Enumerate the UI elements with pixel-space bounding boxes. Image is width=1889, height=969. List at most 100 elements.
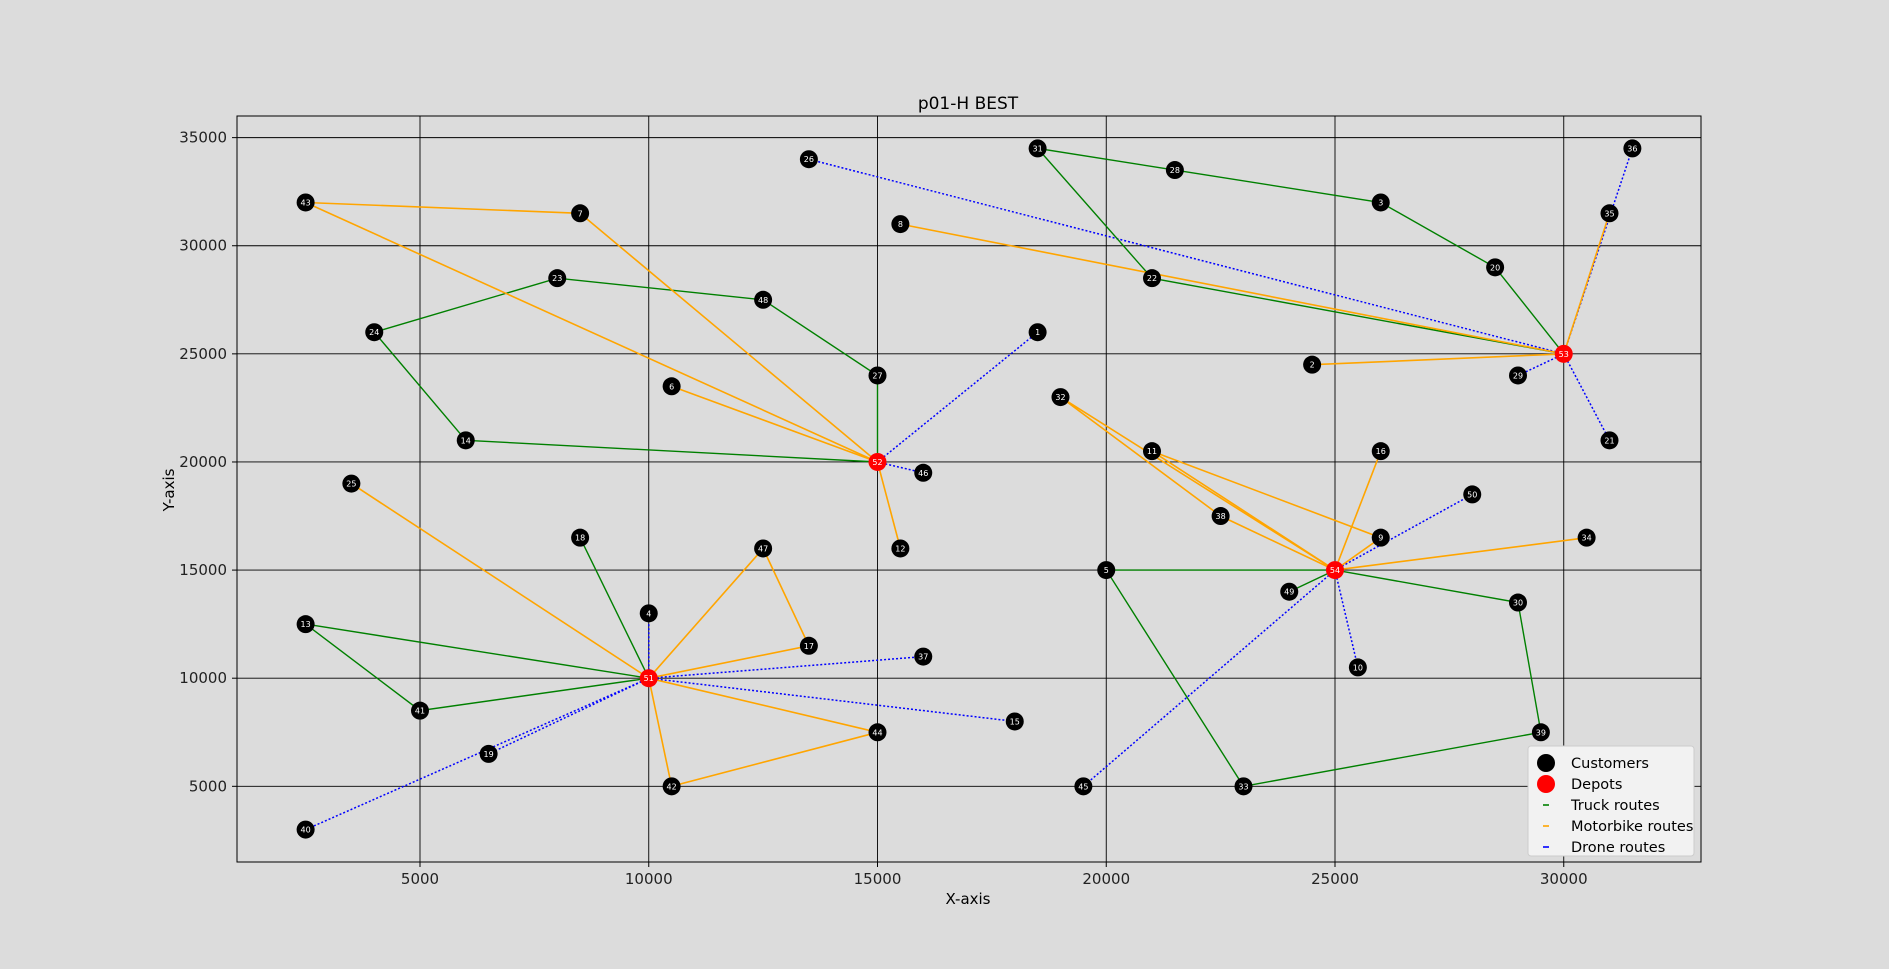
customer-label: 10 [1353,663,1363,672]
customer-label: 18 [575,534,585,543]
customer-marker [1600,204,1619,223]
customer-marker [1005,712,1024,731]
customer-label: 30 [1513,599,1523,608]
drone-route [1563,353,1611,441]
customer-label: 13 [301,620,311,629]
customer-node: 18 [571,528,590,547]
customer-node: 44 [868,723,887,742]
customer-label: 12 [895,544,905,553]
y-tick-label: 20000 [179,453,227,471]
customer-marker [799,636,818,655]
legend-entry-drone: Drone routes [1543,840,1665,856]
legend-label: Depots [1571,777,1622,793]
customer-marker [571,528,590,547]
legend-entry-motorbike: Motorbike routes [1543,819,1693,835]
customer-marker [1600,431,1619,450]
customer-label: 38 [1216,512,1226,521]
y-tick-label: 10000 [179,669,227,687]
customer-node: 41 [411,701,429,720]
customer-label: 6 [669,382,674,391]
drone-route [1082,569,1336,787]
customer-marker [1097,561,1116,580]
customer-node: 6 [662,377,681,396]
customer-label: 28 [1170,166,1180,175]
customer-label: 4 [646,609,651,618]
customer-marker [1165,161,1184,180]
drone-route [305,677,650,831]
depot-marker [868,452,887,471]
depot-marker [639,669,658,688]
y-tick-label: 35000 [179,129,227,147]
customer-node: 47 [754,539,773,558]
customer-marker [754,539,773,558]
legend-label: Truck routes [1570,798,1660,814]
customer-marker [639,604,658,623]
customer-marker [1211,507,1230,526]
customer-node: 37 [914,647,933,666]
truck-route [305,623,649,712]
customer-node: 46 [914,463,933,482]
customer-label: 11 [1147,447,1157,456]
customer-label: 1 [1035,328,1040,337]
customer-node: 15 [1005,712,1024,731]
legend-label: Motorbike routes [1571,819,1693,835]
motorbike-route [1060,396,1336,571]
customer-label: 29 [1513,371,1523,380]
customer-marker [1143,269,1161,288]
customer-marker [548,269,567,288]
motorbike-route [1334,536,1587,571]
customer-marker [1303,355,1322,374]
customer-marker [891,215,910,234]
customer-marker [754,290,773,309]
motorbike-route [1151,450,1383,571]
x-tick-label: 25000 [1311,870,1359,888]
customer-node: 45 [1074,777,1093,796]
customer-label: 33 [1238,782,1248,791]
customer-label: 15 [1010,717,1020,726]
y-tick-label: 30000 [179,237,227,255]
customer-node: 35 [1600,204,1619,223]
motorbike-route [876,461,902,549]
customer-label: 37 [918,653,928,662]
drone-route [648,677,1015,723]
motorbike-route [1312,353,1564,366]
customer-label: 32 [1055,393,1065,402]
depot-label: 54 [1330,566,1340,575]
motorbike-route [900,223,1564,355]
customer-node: 34 [1577,528,1596,547]
customer-label: 19 [484,750,494,759]
customer-node: 36 [1623,139,1642,158]
plot-frame [236,115,1702,863]
customer-marker [365,323,384,342]
motorbike-route [1563,213,1611,355]
customer-label: 39 [1536,728,1546,737]
depot-label: 52 [872,458,882,467]
customer-marker [1028,139,1047,158]
customer-label: 41 [415,707,425,716]
depot-node: 54 [1326,561,1344,580]
customer-label: 21 [1604,436,1614,445]
motorbike-route [671,385,878,463]
customer-label: 3 [1378,198,1383,207]
customer-marker [1486,258,1505,277]
y-axis-title: Y-axis [160,468,178,512]
customer-marker [1371,193,1390,212]
legend-label: Customers [1571,756,1649,772]
customer-node: 27 [868,366,887,385]
motorbike-route [1334,450,1382,571]
customer-label: 14 [461,436,471,445]
customer-node: 21 [1600,431,1619,450]
customer-label: 16 [1376,447,1386,456]
customer-node: 32 [1051,388,1070,407]
customer-label: 35 [1604,209,1614,218]
customer-label: 50 [1467,490,1477,499]
customer-marker [1371,442,1390,461]
customer-label: 49 [1284,588,1294,597]
customer-marker [456,431,475,450]
customer-marker [868,723,887,742]
customer-marker [914,647,933,666]
x-axis-title: X-axis [946,890,991,908]
customer-marker [296,193,315,212]
customer-node: 11 [1143,442,1161,461]
truck-route [1105,569,1542,788]
